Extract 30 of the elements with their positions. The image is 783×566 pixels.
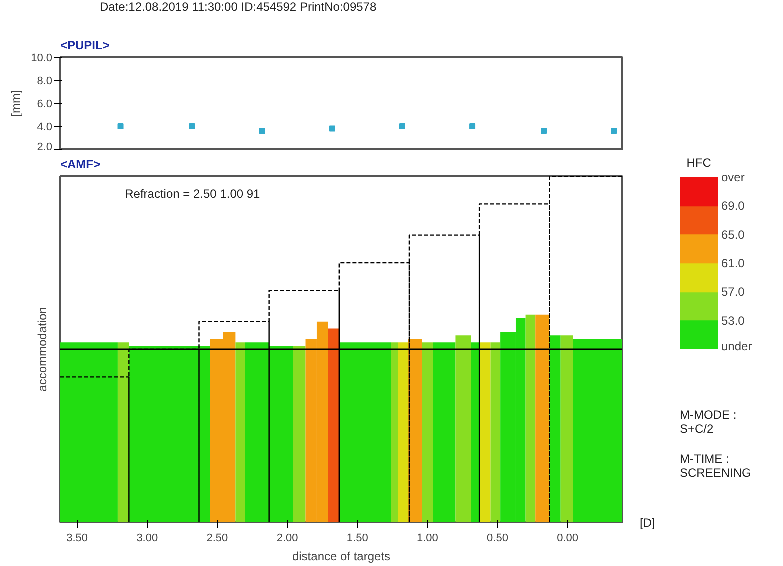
- color-bar-label: 61.0: [722, 256, 746, 270]
- text: M-MODE : S+C/2: [680, 408, 737, 437]
- y-tick-label: 6.0: [37, 98, 53, 110]
- y-axis-title: [mm]: [9, 90, 24, 117]
- x-tick-label: 1.00: [416, 532, 438, 544]
- annotation: Refraction = 2.50 1.00 91: [125, 186, 261, 201]
- color-bar-label: under: [722, 340, 752, 354]
- y-tick-label: 10.0: [31, 52, 53, 64]
- y-tick-label: 4.0: [37, 122, 53, 134]
- y-axis-title: accommodation: [36, 307, 50, 392]
- text: M-TIME : SCREENING: [680, 452, 752, 481]
- text: [D]: [640, 516, 656, 530]
- chart-title: <AMF>: [60, 158, 101, 172]
- x-tick-label: 2.00: [276, 532, 298, 544]
- color-bar-title: HFC: [686, 156, 712, 170]
- color-bar-label: 57.0: [722, 285, 746, 300]
- x-tick-label: 2.50: [206, 532, 228, 544]
- x-tick-label: 1.50: [346, 532, 368, 544]
- text: Date:12.08.2019 11:30:00 ID:454592 PrintNo:09578: [100, 0, 377, 14]
- color-bar-label: over: [722, 170, 745, 184]
- x-tick-label: 3.50: [66, 532, 88, 544]
- color-bar-label: 65.0: [722, 228, 746, 242]
- x-axis-title: distance of targets: [292, 550, 391, 564]
- chart-title: <PUPIL>: [60, 38, 110, 52]
- x-tick-label: 3.00: [136, 532, 158, 544]
- x-tick-label: 0.00: [557, 532, 579, 544]
- y-tick-label: 8.0: [37, 76, 53, 88]
- x-tick-label: 0.50: [487, 532, 508, 544]
- color-bar-label: 69.0: [722, 199, 746, 214]
- color-bar-label: 53.0: [722, 314, 746, 328]
